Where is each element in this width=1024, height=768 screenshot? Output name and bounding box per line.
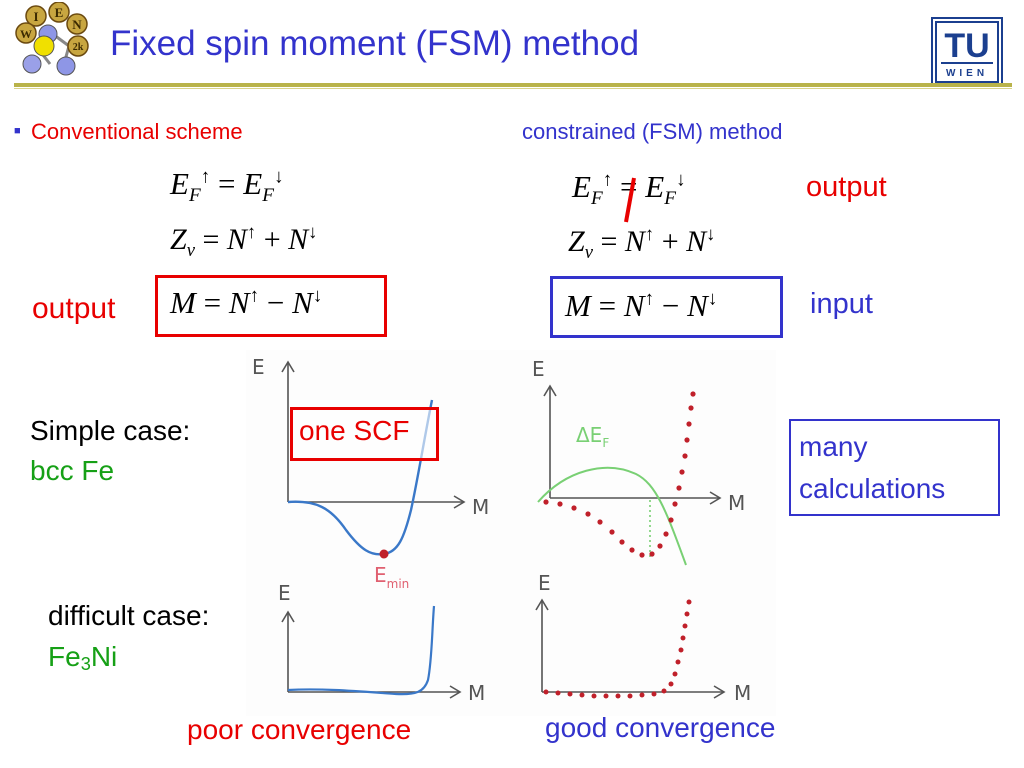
one-scf-label: one SCF	[299, 415, 410, 446]
sketch-simple-fsm: E M ΔEF	[532, 357, 745, 566]
axis-m-4: M	[734, 681, 751, 705]
logo-letter-w: W	[20, 27, 32, 41]
moment-input-box	[550, 276, 783, 338]
fsm-points-difficult	[543, 599, 692, 699]
constrained-method-heading: constrained (FSM) method	[522, 119, 783, 144]
conventional-scheme-heading: Conventional scheme	[31, 119, 243, 144]
not-equal-slash	[624, 177, 636, 223]
sketch-difficult-fsm: E M	[535, 571, 751, 705]
energy-sketch-panel: E M Emin E M ΔEF E M	[246, 350, 776, 716]
logo-letter-n: N	[72, 17, 82, 32]
output-label-left: output	[32, 292, 116, 325]
emin-label: Emin	[374, 563, 409, 591]
axis-e-3: E	[278, 581, 291, 605]
logo-letter-2k: 2k	[73, 42, 84, 53]
tu-wien-logo: TU WIEN	[931, 17, 1003, 87]
logo-tu-text: TU	[944, 27, 989, 65]
wien2k-logo: I E N W 2k	[15, 2, 89, 76]
fsm-points-simple	[543, 391, 696, 558]
eq-moment-right: M = N↑ − N↓	[565, 288, 718, 323]
eq-zv-sum-right: Zv = N↑ + N↓	[568, 224, 716, 263]
output-label-right: output	[806, 171, 887, 203]
logo-letter-i: I	[33, 9, 38, 24]
eq-fermi-not-equal: EF↑ = EF↓	[572, 169, 686, 210]
eq-moment-left: M = N↑ − N↓	[170, 285, 323, 320]
good-convergence-label: good convergence	[545, 712, 776, 743]
logo-letter-e: E	[55, 5, 64, 20]
eq-fermi-equal: EF↑ = EF↓	[170, 166, 284, 207]
axis-e-4: E	[538, 571, 551, 595]
difficult-case-label: difficult case:	[48, 600, 210, 631]
many-calculations-box	[789, 419, 1000, 516]
axis-m-3: M	[468, 681, 485, 705]
sketch-simple-conventional: E M Emin	[252, 355, 489, 591]
axis-e-1: E	[252, 355, 265, 379]
title-rule-thin	[14, 88, 1012, 89]
many-calculations-line2: calculations	[799, 473, 946, 504]
one-scf-box	[290, 407, 439, 461]
simple-case-material: bcc Fe	[30, 455, 115, 486]
sketch-difficult-conventional: E M	[278, 581, 485, 705]
difficult-case-material: Fe3Ni	[48, 641, 118, 674]
bullet-mark: ■	[14, 125, 21, 137]
poor-convergence-label: poor convergence	[187, 714, 412, 745]
axis-e-2: E	[532, 357, 545, 381]
delta-ef-label: ΔEF	[576, 423, 609, 450]
axis-m-1: M	[472, 495, 489, 519]
simple-case-label: Simple case:	[30, 415, 191, 446]
moment-output-box	[155, 275, 387, 337]
slide-title: Fixed spin moment (FSM) method	[110, 24, 640, 63]
logo-wien-text: WIEN	[946, 68, 988, 79]
input-label: input	[810, 288, 873, 320]
eq-zv-sum: Zv = N↑ + N↓	[170, 222, 318, 261]
many-calculations-line1: many	[799, 431, 868, 462]
axis-m-2: M	[728, 491, 745, 515]
energy-minimum-dot	[379, 549, 389, 559]
title-rule	[14, 83, 1012, 87]
